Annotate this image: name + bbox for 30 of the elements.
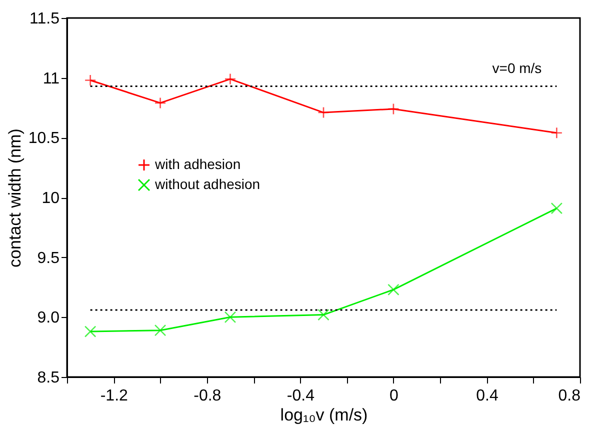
x-tick-label: 0 — [390, 388, 398, 404]
point — [84, 74, 96, 86]
point — [154, 324, 166, 336]
point — [388, 103, 400, 115]
point — [550, 202, 563, 214]
y-axis-title: contact width (nm) — [5, 128, 24, 268]
point — [84, 326, 96, 338]
y-tick-label: 10.5 — [28, 130, 60, 148]
x-tick-label: -0.4 — [286, 388, 315, 404]
y-tick-label: 9.5 — [37, 250, 60, 267]
x-tick-label: 0.8 — [558, 388, 581, 404]
legend-label: with adhesion — [154, 156, 241, 172]
x-tick-label: -1.2 — [100, 388, 128, 404]
point — [224, 311, 236, 324]
point — [154, 97, 166, 109]
y-tick-label: 10 — [42, 190, 60, 207]
legend-label: without adhesion — [154, 176, 260, 192]
x-tick-label: 0.4 — [476, 388, 498, 404]
point — [318, 106, 330, 118]
y-tick-label: 8.5 — [37, 370, 60, 386]
point — [224, 73, 236, 85]
point — [550, 126, 563, 139]
y-tick-label: 11.5 — [30, 10, 60, 28]
x-tick-label: -0.8 — [194, 388, 222, 404]
point — [388, 284, 400, 296]
y-tick-label: 11 — [42, 70, 60, 88]
y-tick-label: 9.0 — [37, 310, 60, 327]
point — [318, 308, 330, 321]
x-axis-title: log₁₀v (m/s) — [280, 406, 368, 424]
ref-line-label: v=0 m/s — [492, 60, 542, 76]
